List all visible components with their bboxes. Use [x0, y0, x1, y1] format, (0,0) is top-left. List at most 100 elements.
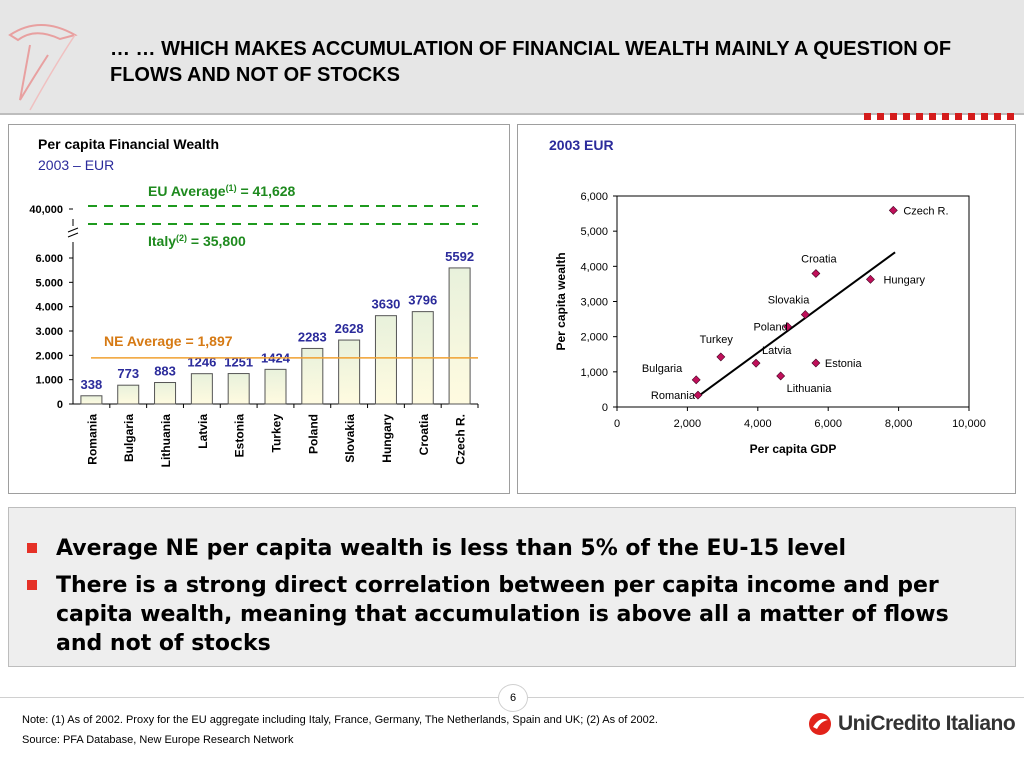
- x-category-label: Poland: [306, 414, 320, 454]
- bar-chart-title: Per capita Financial Wealth: [38, 136, 220, 152]
- bullet-text: Average NE per capita wealth is less tha…: [56, 536, 847, 561]
- bar: [301, 347, 324, 405]
- y-tick-label: 6.000: [35, 253, 63, 265]
- bar-chart-panel: [8, 124, 510, 494]
- y-tick-label: 5.000: [35, 277, 63, 289]
- ne-average-label: NE Average = 1,897: [104, 333, 233, 349]
- brand-logo: UniCredito Italiano: [808, 712, 1016, 736]
- point-label: Czech R.: [903, 205, 948, 217]
- bullet-item: There is a strong direct correlation bet…: [27, 571, 1002, 658]
- unicredit-logo-icon: [809, 713, 831, 735]
- y-tick-label: 0: [602, 402, 608, 414]
- y-tick-label: 4.000: [35, 302, 63, 314]
- y-tick-label: 1.000: [35, 375, 63, 387]
- x-axis-title: Per capita GDP: [750, 442, 837, 456]
- bar-data-label: 3630: [371, 297, 400, 312]
- bar: [154, 382, 177, 405]
- bar-data-label: 2283: [298, 329, 327, 344]
- y-tick-label: 0: [57, 399, 63, 411]
- point-label: Estonia: [825, 358, 863, 370]
- key-points: Average NE per capita wealth is less tha…: [8, 507, 1016, 667]
- bar-chart-subtitle: 2003 – EUR: [38, 157, 115, 173]
- x-category-label: Hungary: [380, 414, 394, 463]
- bar: [80, 395, 103, 405]
- y-tick-label: 1,000: [580, 367, 608, 379]
- x-category-label: Slovakia: [343, 414, 357, 463]
- bar-chart: 0 1.000 2.000 3.000 4.000 5.000 6.000 40,000 EU …: [29, 183, 479, 468]
- scatter-chart-title: 2003 EUR: [549, 137, 614, 153]
- y-tick-label: 3,000: [580, 297, 608, 309]
- scatter-point: [783, 322, 793, 332]
- bar: [227, 373, 250, 405]
- bullet-square-icon: [27, 543, 37, 553]
- scatter-point: [866, 274, 875, 284]
- axis-break-mark: [67, 227, 79, 233]
- y-tick-label: 2,000: [580, 332, 608, 344]
- x-category-label: Estonia: [233, 414, 247, 458]
- point-label: Bulgaria: [642, 363, 683, 375]
- scatter-point: [800, 310, 810, 320]
- scatter-point: [691, 375, 701, 385]
- bar: [448, 267, 471, 405]
- y-tick-label: 3.000: [35, 326, 63, 338]
- point-label: Poland: [753, 322, 787, 334]
- scatter-point: [811, 358, 821, 368]
- scatter-point: [888, 205, 898, 215]
- point-label: Latvia: [762, 345, 792, 357]
- trend-line: [697, 251, 896, 398]
- axis-break-mark: [67, 232, 79, 238]
- point-label: Lithuania: [787, 383, 833, 395]
- point-label: Turkey: [700, 334, 734, 346]
- scatter-chart-panel: [517, 124, 1016, 494]
- italy-label: Italy(2) = 35,800: [148, 233, 246, 249]
- bar: [190, 373, 213, 405]
- x-category-label: Bulgaria: [122, 414, 136, 462]
- bar-data-label: 2628: [335, 321, 364, 336]
- source-note: Source: PFA Database, New Europe Researc…: [22, 734, 294, 746]
- bar: [264, 368, 287, 405]
- x-tick-label: 8,000: [885, 418, 913, 430]
- bullet-text: There is a strong direct correlation bet…: [56, 573, 949, 656]
- bar-data-label: 338: [81, 377, 103, 392]
- bullet-square-icon: [27, 580, 37, 590]
- bar-data-label: 1246: [187, 355, 216, 370]
- y-tick-label: 5,000: [580, 226, 608, 238]
- swoosh-logo-icon: [8, 24, 78, 111]
- page-number: 6: [498, 684, 528, 712]
- eu-average-label: EU Average(1) = 41,628: [148, 183, 296, 199]
- x-tick-label: 0: [614, 418, 620, 430]
- bar-data-label: 883: [154, 364, 176, 379]
- page-title: … … WHICH MAKES ACCUMULATION OF FINANCIA…: [110, 38, 952, 86]
- x-category-label: Turkey: [270, 414, 284, 453]
- x-category-label: Croatia: [417, 414, 431, 456]
- bar: [117, 384, 140, 405]
- scatter-point: [811, 269, 821, 278]
- y-tick-label: 4,000: [580, 261, 608, 273]
- decorative-squares: [864, 113, 1014, 120]
- brand-name: UniCredito Italiano: [838, 712, 1016, 735]
- scatter-point: [776, 371, 786, 381]
- bar-data-label: 1251: [224, 355, 253, 370]
- x-tick-label: 6,000: [814, 418, 842, 430]
- bar-data-label: 773: [117, 366, 139, 381]
- x-category-label: Latvia: [196, 414, 210, 449]
- x-category-label: Romania: [85, 414, 99, 465]
- y-tick-label: 2.000: [35, 350, 63, 362]
- x-tick-label: 2,000: [674, 418, 702, 430]
- point-label: Croatia: [801, 254, 837, 266]
- y-tick-label: 6,000: [580, 191, 608, 203]
- x-category-label: Lithuania: [159, 414, 173, 468]
- bullet-item: Average NE per capita wealth is less tha…: [27, 534, 987, 563]
- scatter-chart: 0 2,000 4,000 6,000 8,000 10,000 0 1,000 2,000 3,…: [554, 191, 986, 456]
- y-axis-title: Per capita wealth: [554, 252, 568, 350]
- slide-header: … … WHICH MAKES ACCUMULATION OF FINANCIA…: [0, 0, 1024, 115]
- point-label: Hungary: [883, 274, 925, 286]
- point-label: Slovakia: [768, 295, 810, 307]
- x-tick-label: 4,000: [744, 418, 772, 430]
- bar: [374, 315, 397, 405]
- bar-data-label: 3796: [408, 293, 437, 308]
- scatter-point: [693, 390, 703, 400]
- x-tick-label: 10,000: [952, 418, 986, 430]
- x-category-label: Czech R.: [454, 414, 468, 465]
- point-label: Romania: [651, 390, 696, 402]
